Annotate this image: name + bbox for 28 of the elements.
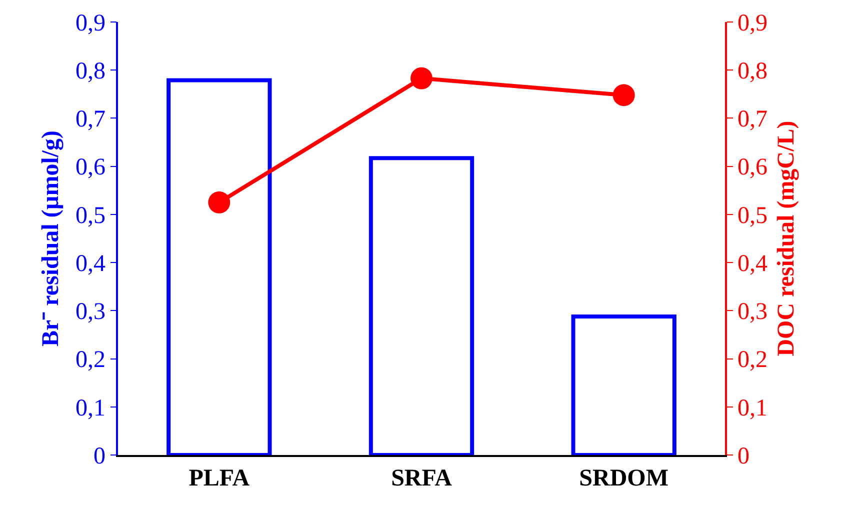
y2-tick-label: 0,3 <box>738 299 768 326</box>
y2-tick-label: 0,4 <box>738 250 768 277</box>
y-tick-label: 0,6 <box>75 154 106 181</box>
y2-tick-label: 0,9 <box>738 10 768 36</box>
y2-tick-label: 0,1 <box>738 395 768 422</box>
y2-axis-title: DOC residual (mgC/L) <box>773 120 800 356</box>
y-axis-title: Br⁻ residual (µmol/g) <box>38 130 64 347</box>
y2-tick-label: 0,5 <box>738 202 768 229</box>
x-tick-label: PLFA <box>188 466 250 492</box>
x-tick-label: SRDOM <box>579 466 668 492</box>
point <box>612 84 635 106</box>
y2-tick-label: 0,7 <box>738 106 768 133</box>
y-tick-label: 0,7 <box>75 106 106 133</box>
y2-tick-label: 0,2 <box>738 347 768 374</box>
y-tick-label: 0,2 <box>75 347 106 374</box>
y-tick-label: 0,4 <box>75 250 106 277</box>
y-tick-label: 0 <box>93 443 106 470</box>
x-tick-label: SRFA <box>391 466 453 492</box>
point <box>410 67 432 90</box>
y2-tick-label: 0,6 <box>738 154 768 181</box>
y2-tick-label: 0 <box>738 443 750 470</box>
y-tick-label: 0,3 <box>75 299 106 326</box>
point <box>208 191 230 214</box>
y-tick-label: 0,5 <box>75 202 106 229</box>
y-tick-label: 0,9 <box>75 10 106 36</box>
y2-tick-label: 0,8 <box>738 58 768 85</box>
y-tick-label: 0,8 <box>75 58 106 85</box>
y-tick-label: 0,1 <box>75 395 106 422</box>
